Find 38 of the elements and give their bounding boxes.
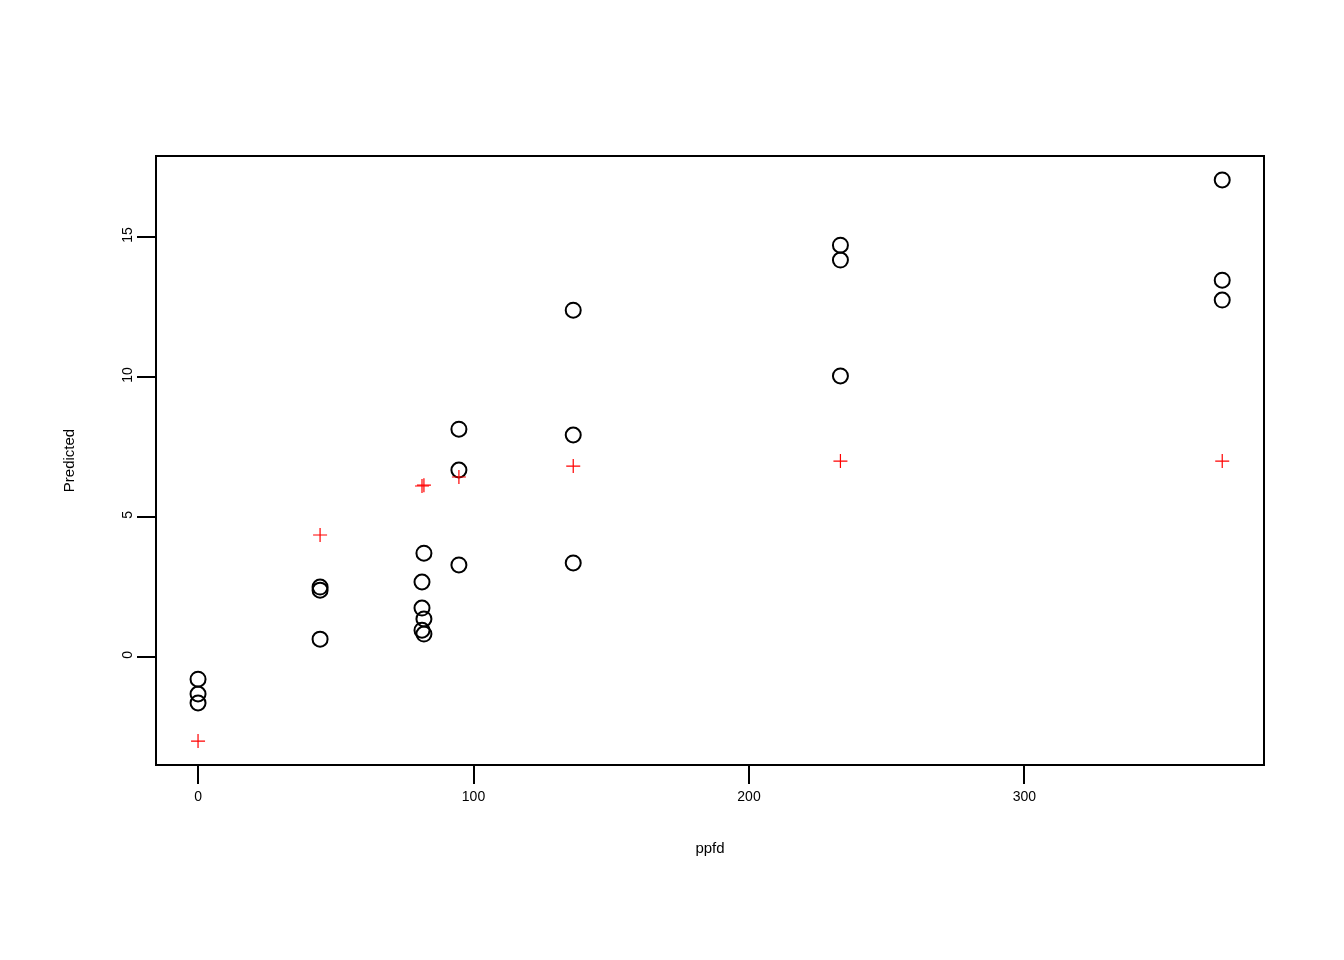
x-axis-title: ppfd	[695, 839, 725, 857]
y-tick-label: 10	[118, 366, 135, 383]
x-tick-label: 0	[194, 787, 203, 804]
point	[451, 469, 467, 485]
point	[564, 426, 582, 444]
point	[831, 236, 849, 254]
point	[415, 610, 433, 628]
point	[1213, 171, 1231, 189]
point	[413, 621, 431, 639]
point	[565, 458, 581, 474]
point	[311, 630, 329, 648]
point	[831, 251, 849, 269]
y-tick-label: 15	[118, 226, 135, 243]
x-tick-label: 200	[737, 787, 761, 804]
point	[831, 367, 849, 385]
point	[1213, 271, 1231, 289]
point	[189, 685, 207, 703]
point	[450, 461, 468, 479]
y-tick-label: 0	[118, 650, 135, 659]
point	[189, 694, 207, 712]
point	[413, 573, 431, 591]
y-axis-title: Predicted	[60, 428, 78, 493]
point	[832, 453, 849, 469]
x-tick-label: 100	[461, 787, 486, 804]
x-tick-label: 300	[1012, 787, 1037, 804]
point	[312, 527, 328, 543]
point	[413, 599, 431, 617]
point	[450, 556, 468, 574]
point	[415, 625, 433, 643]
point	[1213, 291, 1231, 309]
point	[190, 733, 206, 749]
point	[189, 670, 207, 688]
point	[450, 420, 468, 438]
point	[415, 544, 433, 562]
y-tick-label: 5	[118, 510, 135, 519]
point	[564, 301, 582, 319]
point	[564, 554, 582, 572]
point	[1214, 453, 1230, 469]
